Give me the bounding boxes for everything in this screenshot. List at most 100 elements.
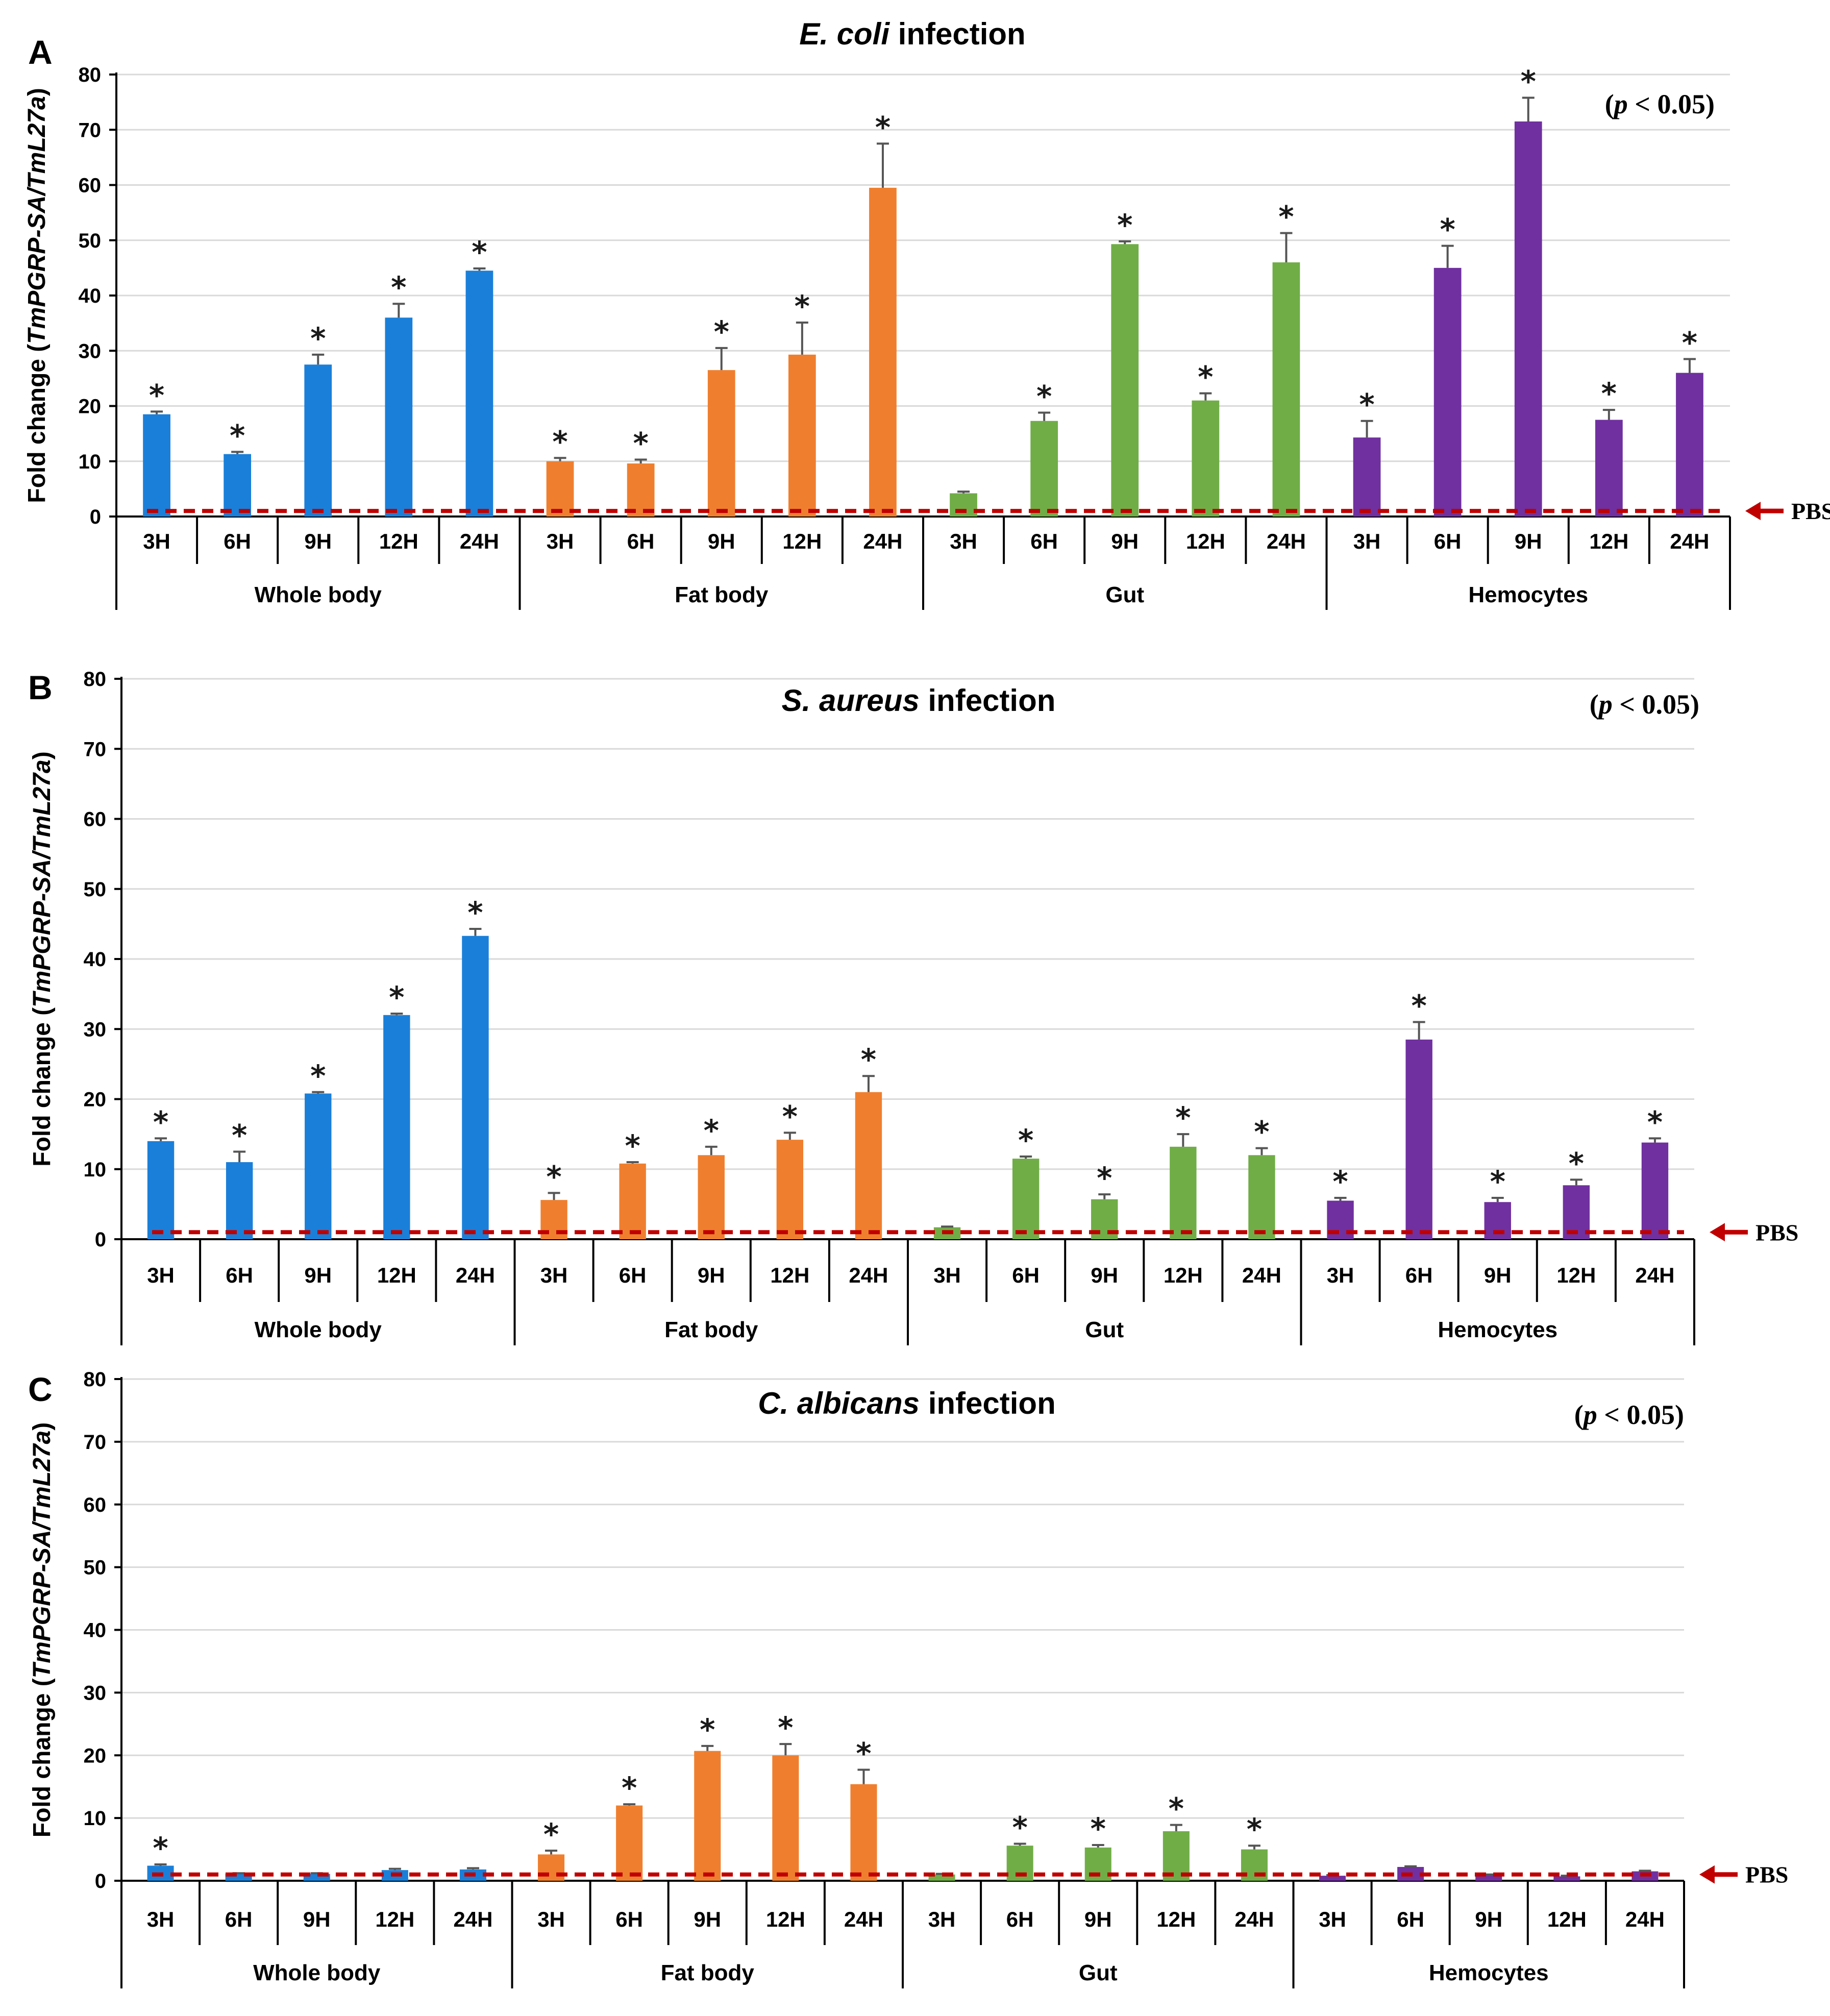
x-group-label: Gut <box>1105 582 1144 607</box>
bar-gut-24h <box>1248 1155 1275 1239</box>
x-group-label: Whole body <box>253 1960 381 1985</box>
significance-asterisk: * <box>1359 387 1374 422</box>
y-tick-label: 40 <box>84 948 107 971</box>
pbs-label: PBS <box>1755 1219 1798 1245</box>
x-tick-label: 12H <box>377 1263 416 1287</box>
bar-hemocytes-24h <box>1676 373 1703 517</box>
y-tick-label: 50 <box>84 878 107 901</box>
x-tick-label: 12H <box>1556 1263 1596 1287</box>
significance-asterisk: * <box>389 980 404 1015</box>
bar-fat-body-6h <box>619 1163 646 1239</box>
bar-fat-body-9h <box>694 1751 721 1881</box>
chart-title-organism: S. aureus <box>782 683 920 718</box>
x-tick-label: 24H <box>453 1907 492 1931</box>
x-tick-label: 3H <box>1319 1907 1346 1931</box>
bar-whole-body-24h <box>462 936 489 1239</box>
x-tick-label: 24H <box>849 1263 888 1287</box>
significance-asterisk: * <box>467 895 483 930</box>
significance-asterisk: * <box>543 1817 559 1852</box>
significance-asterisk: * <box>1175 1100 1191 1135</box>
y-axis-label-genes: TmPGRP-SA/TmL27a <box>23 96 51 343</box>
pbs-arrow-icon <box>1699 1865 1715 1884</box>
significance-asterisk: * <box>625 1128 640 1163</box>
x-tick-label: 9H <box>694 1907 721 1931</box>
x-tick-label: 3H <box>547 529 574 553</box>
y-axis-label: Fold change (TmPGRP-SA/TmL27a) <box>29 751 56 1166</box>
x-tick-label: 9H <box>1515 529 1542 553</box>
significance-asterisk: * <box>1097 1161 1112 1195</box>
y-axis-label-suffix: ) <box>23 88 51 96</box>
significance-asterisk: * <box>1647 1104 1663 1139</box>
x-tick-label: 24H <box>456 1263 495 1287</box>
x-group-label: Fat body <box>675 582 769 607</box>
chart-panel-c: 0 10 20 30 40 50 60 70 80 Fold change (TmPGRP-SA/… <box>28 1368 1788 1988</box>
y-tick-label: 60 <box>84 1494 107 1516</box>
bar-fat-body-12h <box>772 1755 799 1881</box>
y-tick-label: 30 <box>79 340 102 362</box>
bar-whole-body-12h <box>383 1015 410 1239</box>
significance-asterisk: * <box>1036 379 1052 413</box>
x-group-label: Hemocytes <box>1438 1317 1557 1342</box>
chart-panel-a: 0 10 20 30 40 50 60 70 80 Fold change (TmPGRP-SA/… <box>23 17 1830 610</box>
significance-asterisk: * <box>700 1712 715 1747</box>
significance-asterisk: * <box>1440 212 1455 247</box>
significance-asterisk: * <box>552 424 567 459</box>
bar-fat-body-3h <box>538 1854 565 1881</box>
x-tick-label: 3H <box>1353 529 1381 553</box>
significance-asterisk: * <box>230 418 245 453</box>
x-tick-label: 12H <box>1156 1907 1196 1931</box>
bar-gut-12h <box>1170 1146 1197 1239</box>
bar-gut-6h <box>1012 1159 1040 1239</box>
significance-asterisk: * <box>622 1771 637 1805</box>
y-axis-label-prefix: Fold change ( <box>23 344 51 503</box>
significance-asterisk: * <box>1091 1811 1106 1846</box>
x-tick-label: 9H <box>304 1263 332 1287</box>
panel-letter: A <box>28 33 53 71</box>
bar-gut-3h <box>950 493 977 517</box>
bar-hemocytes-24h <box>1641 1142 1669 1239</box>
x-tick-label: 9H <box>1484 1263 1512 1287</box>
x-group-label: Gut <box>1085 1317 1124 1342</box>
x-tick-label: 6H <box>1012 1263 1040 1287</box>
significance-asterisk: * <box>633 426 648 461</box>
pbs-arrow-icon <box>1745 502 1761 521</box>
significance-asterisk: * <box>1169 1791 1184 1826</box>
x-tick-label: 9H <box>698 1263 725 1287</box>
bar-whole-body-3h <box>143 414 170 517</box>
y-tick-label: 80 <box>84 1368 107 1391</box>
bar-hemocytes-6h <box>1405 1039 1432 1239</box>
x-tick-label: 3H <box>1327 1263 1354 1287</box>
significance-asterisk: * <box>149 378 164 412</box>
y-tick-label: 70 <box>79 119 102 141</box>
y-tick-label: 50 <box>79 230 102 252</box>
x-group-label: Hemocytes <box>1468 582 1588 607</box>
chart-title-suffix: infection <box>920 683 1056 718</box>
x-tick-label: 9H <box>304 529 332 553</box>
y-tick-label: 10 <box>84 1807 107 1830</box>
x-tick-label: 6H <box>1006 1907 1034 1931</box>
x-tick-label: 3H <box>928 1907 956 1931</box>
p-value-open: ( <box>1574 1399 1584 1430</box>
y-tick-label: 70 <box>84 738 107 760</box>
p-value-open: ( <box>1590 689 1599 720</box>
significance-asterisk: * <box>1569 1146 1584 1181</box>
p-value-annotation: (p < 0.05) <box>1605 89 1715 119</box>
x-tick-label: 9H <box>1091 1263 1118 1287</box>
significance-asterisk: * <box>391 270 406 305</box>
x-tick-label: 3H <box>933 1263 961 1287</box>
bar-whole-body-24h <box>465 271 493 517</box>
bar-fat-body-9h <box>707 370 735 517</box>
y-tick-label: 0 <box>95 1870 106 1892</box>
significance-asterisk: * <box>1247 1812 1262 1847</box>
x-tick-label: 12H <box>1186 529 1225 553</box>
x-tick-label: 24H <box>460 529 499 553</box>
x-group-label: Whole body <box>255 1317 382 1342</box>
p-value-open: ( <box>1605 89 1614 119</box>
y-tick-label: 50 <box>84 1557 107 1579</box>
bar-whole-body-9h <box>304 364 332 517</box>
panel-letter: C <box>28 1370 53 1408</box>
significance-asterisk: * <box>1012 1810 1027 1845</box>
y-tick-label: 80 <box>84 668 107 691</box>
x-tick-label: 3H <box>147 1907 175 1931</box>
x-tick-label: 6H <box>1405 1263 1433 1287</box>
